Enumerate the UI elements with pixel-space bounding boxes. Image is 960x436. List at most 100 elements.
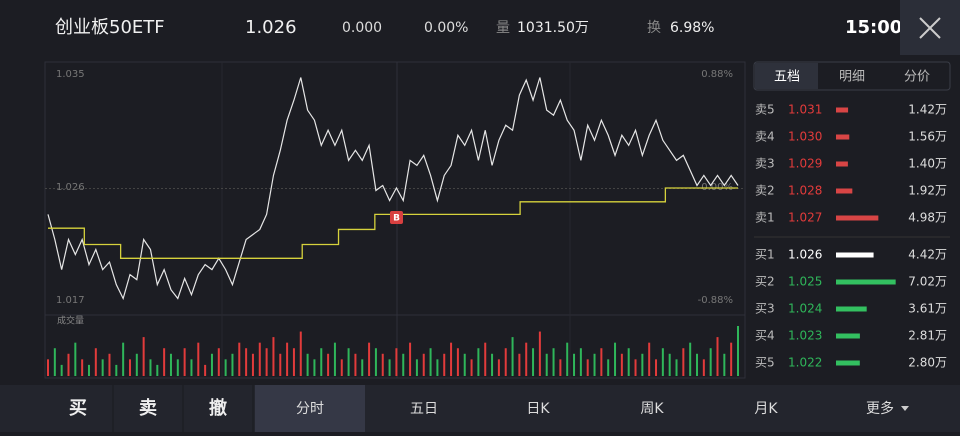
volume-bar xyxy=(279,353,282,376)
volume-bar xyxy=(436,359,439,376)
book-label: 买3 xyxy=(755,302,775,316)
close-icon[interactable] xyxy=(919,17,941,39)
price-line xyxy=(48,187,738,259)
volume-bar xyxy=(149,359,152,376)
period-tab[interactable]: 月K xyxy=(754,401,778,417)
volume-bar xyxy=(169,353,172,376)
period-tab[interactable]: 更多 xyxy=(866,400,894,417)
book-price: 1.025 xyxy=(788,275,822,289)
volume-bar xyxy=(409,342,412,376)
active-tab xyxy=(755,63,818,89)
volume-bar xyxy=(579,348,582,376)
volume-bar xyxy=(730,342,733,376)
volume-bar xyxy=(655,359,658,376)
volume-bar xyxy=(60,364,63,376)
volume-bar xyxy=(723,353,726,376)
order-tab[interactable]: 明细 xyxy=(839,70,865,85)
book-bar xyxy=(836,333,860,339)
volume-bar xyxy=(176,359,179,376)
book-volume: 1.92万 xyxy=(908,184,947,198)
bottom-bar xyxy=(0,385,960,432)
tab-bar xyxy=(753,61,951,91)
volume-bar xyxy=(115,364,118,376)
volume-bar xyxy=(607,359,610,376)
volume-bar xyxy=(299,331,302,376)
volume-bar xyxy=(265,348,268,376)
period-tab[interactable]: 日K xyxy=(526,401,550,417)
volume-bar xyxy=(484,342,487,376)
book-bar xyxy=(836,360,860,366)
volume-bar xyxy=(586,359,589,376)
book-bar xyxy=(836,279,896,285)
volume-bar xyxy=(402,353,405,376)
volume-bar xyxy=(668,353,671,376)
book-bar xyxy=(836,215,879,221)
volume-bar xyxy=(600,348,603,376)
period-tab[interactable]: 五日 xyxy=(410,401,438,417)
volume-bar xyxy=(292,348,295,376)
volume-bar xyxy=(204,364,207,376)
volume-bar xyxy=(74,342,77,376)
trade-button[interactable]: 撤 xyxy=(209,397,227,419)
book-volume: 7.02万 xyxy=(908,275,947,289)
volume-bar xyxy=(156,364,159,376)
volume-bar xyxy=(716,337,719,376)
trade-button[interactable]: 买 xyxy=(69,398,87,419)
book-bar xyxy=(836,134,850,140)
volume-bar xyxy=(627,348,630,376)
order-tab[interactable]: 五档 xyxy=(774,70,800,85)
dropdown-arrow[interactable] xyxy=(901,406,909,411)
volume-bar xyxy=(190,359,193,376)
volume-bar xyxy=(197,342,200,376)
book-bar xyxy=(836,161,848,167)
volume-bar xyxy=(53,348,56,376)
volume-bar xyxy=(429,348,432,376)
volume-bar xyxy=(518,353,521,376)
volume-bar xyxy=(128,359,131,376)
book-price: 1.029 xyxy=(788,157,822,171)
volume-bar xyxy=(381,353,384,376)
volume-bar xyxy=(504,348,507,376)
book-label: 买1 xyxy=(755,248,775,262)
turnover: 6.98% xyxy=(670,20,714,36)
book-price: 1.023 xyxy=(788,329,822,343)
book-price: 1.026 xyxy=(788,248,822,262)
volume-bar xyxy=(313,359,316,376)
book-volume: 2.80万 xyxy=(908,356,947,370)
y-tick-label: 1.017 xyxy=(56,295,85,306)
volume-title: 成交量 xyxy=(57,315,84,327)
y-tick-label: 1.035 xyxy=(56,69,85,80)
volume-bar xyxy=(183,348,186,376)
period-tab[interactable]: 周K xyxy=(640,401,664,417)
volume-bar xyxy=(108,353,111,376)
volume-bar xyxy=(395,348,398,376)
book-volume: 3.61万 xyxy=(908,302,947,316)
book-label: 卖5 xyxy=(755,103,775,117)
buy-marker xyxy=(390,211,403,224)
volume-bar xyxy=(251,353,254,376)
book-bar xyxy=(836,252,874,258)
book-label: 卖4 xyxy=(755,130,775,144)
period-tab[interactable]: 分时 xyxy=(296,401,324,417)
volume-bar xyxy=(696,353,699,376)
change-pct: 0.00% xyxy=(424,20,468,36)
volume-bar xyxy=(320,348,323,376)
book-bar xyxy=(836,306,867,312)
book-label: 买5 xyxy=(755,356,775,370)
volume-bar xyxy=(327,353,330,376)
order-tab[interactable]: 分价 xyxy=(904,70,930,85)
book-volume: 1.42万 xyxy=(908,103,947,117)
trade-button[interactable]: 卖 xyxy=(139,397,157,419)
volume-bar xyxy=(525,342,528,376)
volume-bar xyxy=(272,337,275,376)
volume-bar xyxy=(354,353,357,376)
volume-bar xyxy=(559,359,562,376)
book-price: 1.030 xyxy=(788,130,822,144)
volume-bar xyxy=(491,353,494,376)
book-label: 买2 xyxy=(755,275,775,289)
book-label: 卖3 xyxy=(755,157,775,171)
volume-bar xyxy=(661,348,664,376)
volume-bar xyxy=(94,348,97,376)
book-volume: 1.56万 xyxy=(908,130,947,144)
